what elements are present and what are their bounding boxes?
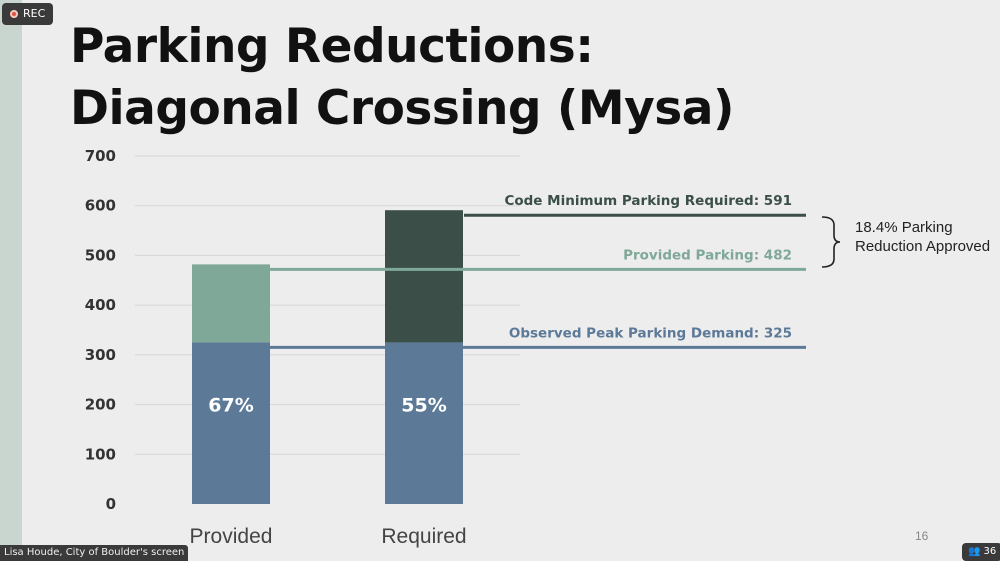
reduction-note-line-2: Reduction Approved [855, 238, 991, 255]
y-tick-label: 200 [85, 396, 116, 414]
bar-segment [192, 264, 270, 343]
slide-title-line-1: Parking Reductions: [70, 19, 594, 74]
y-tick-label: 400 [85, 296, 116, 314]
reduction-note-line-1: 18.4% Parking [855, 219, 953, 236]
x-category-label: Provided [190, 525, 273, 548]
record-dot-icon [10, 10, 18, 18]
x-category-label: Required [381, 525, 466, 548]
slide-title: Parking Reductions: Diagonal Crossing (M… [70, 16, 734, 140]
bar-segment [385, 210, 463, 343]
bar-percent-label: 55% [401, 395, 446, 417]
y-axis-ticks: 0 100 200 300 400 500 600 700 [85, 147, 116, 513]
bar-segment [385, 342, 463, 504]
y-tick-label: 700 [85, 147, 116, 165]
recording-badge[interactable]: REC [2, 3, 54, 25]
y-tick-label: 500 [85, 246, 116, 264]
bar-percent-label: 67% [208, 395, 253, 417]
screen-share-label: Lisa Houde, City of Boulder's screen [0, 545, 189, 561]
recording-label: REC [23, 7, 46, 20]
slide-title-line-2: Diagonal Crossing (Mysa) [70, 81, 734, 136]
left-accent-strip [0, 0, 22, 561]
reduction-bracket [821, 216, 841, 268]
bracket-icon [821, 216, 841, 268]
people-icon: 👥 [968, 546, 981, 557]
reference-lines [270, 213, 806, 349]
y-tick-label: 600 [85, 197, 116, 215]
reference-line-label: Provided Parking: 482 [623, 247, 792, 263]
participants-count: 36 [983, 546, 997, 557]
reduction-note: 18.4% Parking Reduction Approved [855, 218, 990, 256]
reference-line-label: Observed Peak Parking Demand: 325 [509, 325, 792, 341]
chart-labels: Code Minimum Parking Required: 591 Provid… [190, 193, 792, 548]
participants-button[interactable]: 👥 36 [962, 543, 1000, 561]
slide-page-number: 16 [915, 529, 929, 543]
bar-segment [192, 342, 270, 504]
y-tick-label: 300 [85, 346, 116, 364]
chart-bars [192, 210, 463, 504]
y-tick-label: 100 [85, 445, 116, 463]
reference-line-label: Code Minimum Parking Required: 591 [504, 193, 792, 209]
y-tick-label: 0 [106, 495, 116, 513]
